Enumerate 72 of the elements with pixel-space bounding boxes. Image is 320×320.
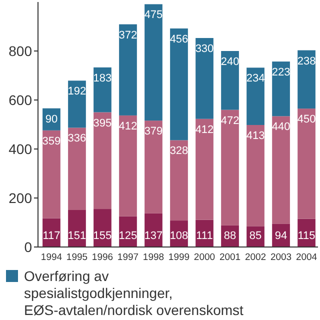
x-tick-label: 1999 bbox=[168, 252, 190, 263]
data-label: 108 bbox=[170, 230, 188, 242]
legend-label: Overføring av spesialistgodkjenninger, EØS-avtalen/nordisk overenskomst bbox=[24, 268, 244, 318]
x-tick-label: 2002 bbox=[244, 252, 266, 263]
bar bbox=[42, 130, 60, 218]
bar bbox=[119, 115, 137, 216]
x-tick-label: 1997 bbox=[117, 252, 139, 263]
data-label: 330 bbox=[195, 43, 214, 56]
data-label: 85 bbox=[249, 230, 262, 242]
x-tick-label: 2001 bbox=[219, 252, 241, 263]
x-tick-label: 2004 bbox=[296, 252, 318, 263]
bar bbox=[221, 110, 239, 226]
data-label: 88 bbox=[224, 230, 236, 242]
bar bbox=[94, 112, 112, 210]
bar bbox=[298, 50, 316, 109]
x-tick-label: 1995 bbox=[66, 252, 88, 263]
data-label: 395 bbox=[93, 117, 112, 130]
bar bbox=[221, 51, 239, 110]
data-label: 155 bbox=[93, 230, 112, 242]
bar bbox=[298, 108, 316, 219]
x-tick-label: 2003 bbox=[270, 252, 292, 263]
bar bbox=[94, 67, 112, 112]
y-tick-label: 600 bbox=[8, 92, 32, 108]
bar bbox=[68, 210, 86, 247]
bar bbox=[68, 128, 86, 210]
data-label: 240 bbox=[220, 56, 240, 68]
y-tick-label: 400 bbox=[8, 141, 32, 157]
y-tick-label: 200 bbox=[8, 190, 32, 206]
x-tick-label: 1996 bbox=[92, 252, 114, 263]
data-label: 336 bbox=[68, 132, 86, 145]
data-label: 192 bbox=[68, 86, 86, 98]
bar bbox=[144, 4, 162, 121]
data-label: 413 bbox=[246, 130, 265, 142]
bar bbox=[272, 116, 290, 224]
data-label: 456 bbox=[170, 33, 188, 46]
bar bbox=[170, 140, 188, 221]
data-label: 372 bbox=[118, 29, 138, 42]
y-tick-label: 0 bbox=[24, 239, 32, 255]
x-tick-label: 1998 bbox=[142, 252, 164, 263]
data-label: 234 bbox=[246, 72, 265, 85]
data-label: 440 bbox=[272, 121, 290, 134]
bar bbox=[272, 62, 290, 116]
data-label: 223 bbox=[272, 66, 290, 79]
x-tick-label: 2000 bbox=[194, 252, 216, 263]
bar bbox=[246, 124, 264, 226]
data-label: 111 bbox=[196, 230, 213, 242]
y-tick-label: 800 bbox=[8, 43, 32, 59]
data-label: 151 bbox=[68, 230, 86, 242]
data-label: 115 bbox=[298, 230, 316, 242]
bar bbox=[144, 120, 162, 214]
data-label: 412 bbox=[118, 120, 138, 132]
bar bbox=[246, 68, 264, 125]
x-tick-label: 1994 bbox=[40, 252, 62, 263]
bar bbox=[196, 118, 214, 220]
data-label: 472 bbox=[220, 114, 240, 127]
data-label: 90 bbox=[45, 113, 58, 126]
data-label: 450 bbox=[297, 114, 316, 126]
data-label: 137 bbox=[144, 230, 163, 242]
data-label: 183 bbox=[93, 72, 112, 84]
bar bbox=[170, 28, 188, 140]
bar bbox=[119, 24, 137, 116]
data-label: 475 bbox=[144, 9, 163, 22]
data-label: 125 bbox=[118, 230, 138, 242]
data-label: 359 bbox=[42, 135, 61, 148]
data-label: 379 bbox=[144, 126, 163, 138]
data-label: 238 bbox=[297, 55, 316, 68]
data-label: 117 bbox=[42, 230, 60, 242]
data-label: 94 bbox=[274, 230, 288, 242]
bar bbox=[196, 38, 214, 119]
data-label: 328 bbox=[170, 145, 188, 158]
data-label: 412 bbox=[195, 124, 214, 136]
bar bbox=[68, 80, 86, 128]
